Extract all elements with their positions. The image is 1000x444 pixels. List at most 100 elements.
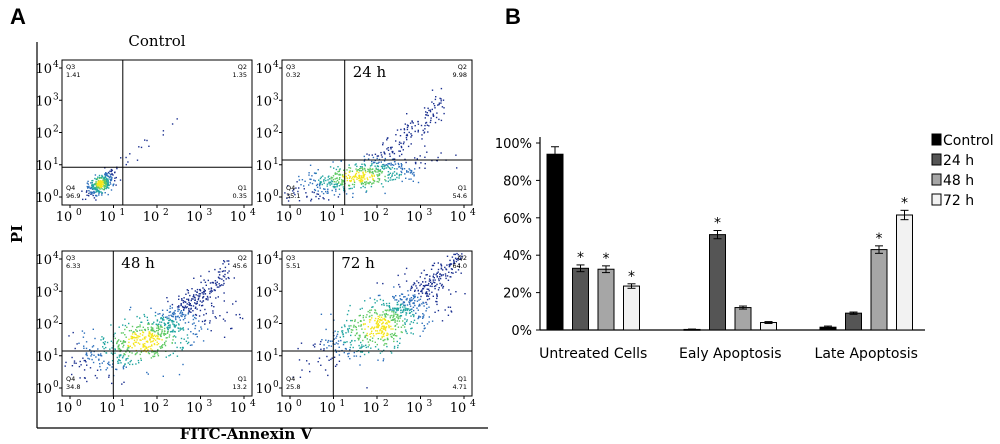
cell-dot: [460, 272, 462, 274]
cell-dot: [438, 118, 440, 121]
x-tick-exponent: 1: [340, 399, 346, 409]
cell-dot: [431, 108, 433, 111]
cell-dot: [162, 375, 164, 377]
cell-dot: [352, 196, 354, 198]
cell-dot: [122, 324, 124, 326]
cell-dot: [432, 295, 434, 297]
cell-dot: [431, 264, 434, 267]
cell-dot: [374, 170, 376, 173]
x-tick-label: 10: [143, 210, 160, 225]
cell-dot: [172, 329, 174, 331]
cell-dot: [364, 184, 367, 186]
cell-dot: [91, 346, 94, 348]
cell-dot: [104, 187, 106, 189]
cell-dot: [357, 321, 359, 324]
cell-dot: [172, 336, 174, 338]
cell-dot: [151, 336, 153, 339]
cell-dot: [402, 303, 404, 305]
cell-dot: [136, 159, 139, 161]
cell-dot: [430, 119, 432, 122]
cell-dot: [235, 300, 237, 303]
cell-dot: [135, 329, 137, 331]
cell-dot: [324, 188, 326, 190]
cell-dot: [351, 319, 353, 322]
cell-dot: [389, 167, 391, 170]
cell-dot: [395, 295, 397, 297]
cell-dot: [381, 166, 384, 168]
cell-dot: [330, 178, 332, 180]
cell-dot: [97, 185, 99, 187]
cell-dot: [389, 172, 392, 174]
cell-dot: [366, 387, 368, 389]
cell-dot: [139, 329, 141, 332]
cell-dot: [396, 176, 398, 179]
cell-dot: [335, 181, 337, 183]
cell-dot: [406, 171, 408, 173]
cell-dot: [188, 304, 190, 306]
cell-dot: [204, 308, 206, 311]
cell-dot: [71, 356, 73, 359]
cell-dot: [379, 352, 382, 354]
cell-dot: [194, 299, 196, 301]
cell-dot: [393, 313, 395, 315]
cell-dot: [368, 169, 370, 171]
cell-dot: [153, 321, 155, 323]
cell-dot: [332, 175, 335, 177]
cell-dot: [146, 139, 148, 142]
cell-dot: [310, 200, 312, 202]
cell-dot: [412, 306, 415, 308]
cell-dot: [375, 171, 377, 173]
cell-dot: [152, 335, 155, 337]
cell-dot: [401, 171, 403, 174]
cell-dot: [410, 178, 412, 180]
cell-dot: [405, 307, 407, 310]
cell-dot: [134, 353, 137, 356]
cell-dot: [316, 183, 319, 186]
cell-dot: [457, 269, 460, 271]
cell-dot: [164, 323, 167, 326]
cell-dot: [147, 346, 150, 348]
cell-dot: [145, 340, 148, 343]
cell-dot: [183, 313, 185, 316]
cell-dot: [347, 174, 350, 176]
cell-dot: [399, 342, 401, 344]
x-tick-label: 10: [406, 401, 423, 416]
cell-dot: [146, 340, 149, 342]
cell-dot: [192, 333, 194, 335]
cell-dot: [400, 167, 402, 169]
cell-dot: [95, 182, 97, 184]
cell-dot: [413, 315, 415, 318]
cell-dot: [207, 328, 209, 330]
cell-dot: [374, 302, 376, 304]
cell-dot: [106, 185, 109, 187]
cell-dot: [378, 174, 381, 177]
cell-dot: [102, 346, 104, 348]
cell-dot: [351, 183, 354, 186]
cell-dot: [382, 186, 384, 188]
cell-dot: [124, 324, 127, 327]
cell-dot: [205, 312, 207, 315]
cell-dot: [331, 180, 334, 183]
cell-dot: [393, 340, 395, 343]
cell-dot: [333, 167, 335, 169]
cell-dot: [174, 315, 177, 318]
cell-dot: [105, 182, 108, 184]
cell-dot: [364, 336, 366, 339]
cell-dot: [346, 177, 348, 179]
cell-dot: [347, 328, 349, 330]
cell-dot: [388, 326, 390, 328]
cell-dot: [329, 184, 331, 186]
cell-dot: [377, 359, 379, 361]
cell-dot: [85, 361, 87, 363]
cell-dot: [440, 274, 443, 276]
x-tick-label: 10: [186, 401, 203, 416]
significance-star: *: [876, 231, 883, 247]
cell-dot: [439, 97, 441, 100]
cell-dot: [370, 332, 372, 334]
cell-dot: [138, 146, 140, 148]
cell-dot: [393, 345, 396, 348]
cell-dot: [323, 188, 325, 190]
cell-dot: [387, 137, 389, 139]
cell-dot: [203, 279, 205, 281]
